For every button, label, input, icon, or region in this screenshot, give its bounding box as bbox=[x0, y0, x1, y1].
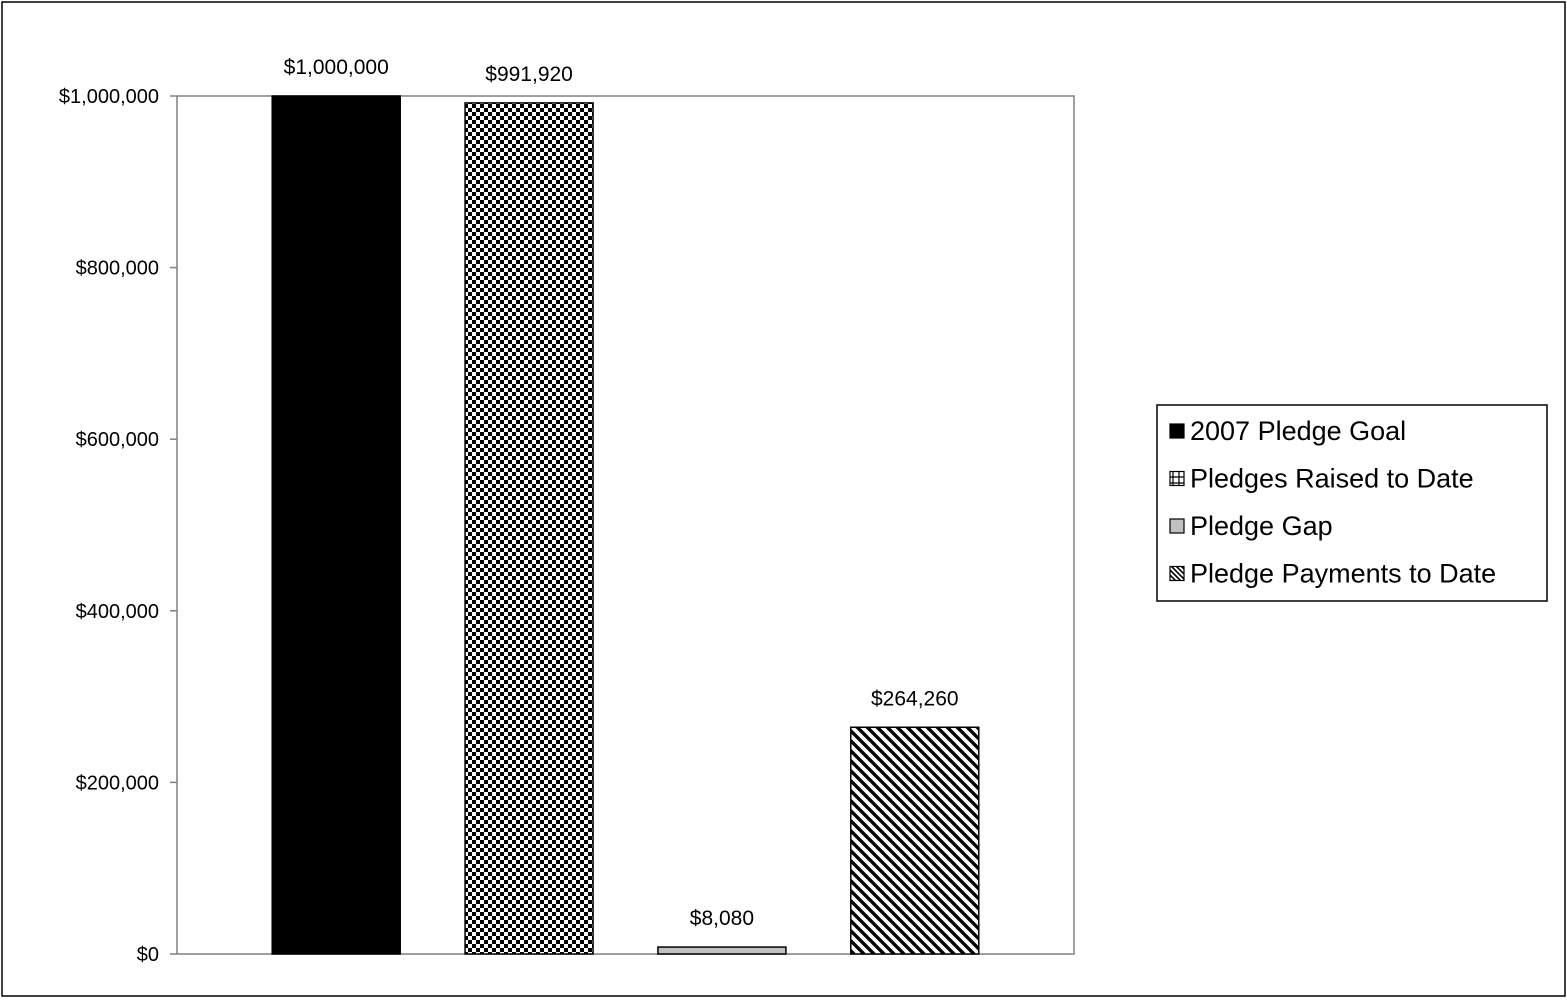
legend-swatch-0 bbox=[1169, 423, 1185, 439]
bar-2 bbox=[657, 946, 787, 955]
bar-3 bbox=[850, 726, 980, 955]
bars bbox=[271, 95, 980, 955]
data-label-0: $1,000,000 bbox=[284, 56, 389, 79]
y-tick-label: $800,000 bbox=[76, 258, 159, 280]
legend-label-2: Pledge Gap bbox=[1190, 511, 1333, 541]
y-tick-label: $0 bbox=[137, 944, 159, 966]
legend-label-0: 2007 Pledge Goal bbox=[1190, 416, 1406, 446]
data-labels: $1,000,000 $991,920 $8,080 $264,260 bbox=[284, 56, 959, 930]
bar-0 bbox=[271, 95, 401, 955]
legend-label-3: Pledge Payments to Date bbox=[1190, 559, 1496, 589]
legend: 2007 Pledge Goal Pledges Raised to Date Pl… bbox=[1156, 404, 1548, 602]
bar-1 bbox=[464, 102, 594, 955]
legend-box bbox=[1156, 404, 1548, 602]
legend-swatch-1 bbox=[1169, 470, 1185, 487]
data-label-3: $264,260 bbox=[871, 687, 959, 710]
legend-label-1: Pledges Raised to Date bbox=[1190, 464, 1474, 494]
y-tick-label: $1,000,000 bbox=[59, 86, 159, 108]
y-tick-label: $200,000 bbox=[76, 772, 159, 794]
data-label-2: $8,080 bbox=[690, 907, 754, 930]
legend-swatch-3 bbox=[1169, 565, 1185, 582]
y-tick-label: $600,000 bbox=[76, 429, 159, 451]
y-axis: $0 $200,000 $400,000 $600,000 $800,000 $1,000… bbox=[59, 86, 177, 966]
legend-swatch-2 bbox=[1169, 518, 1185, 534]
y-tick-label: $400,000 bbox=[76, 601, 159, 623]
data-label-1: $991,920 bbox=[485, 63, 573, 86]
